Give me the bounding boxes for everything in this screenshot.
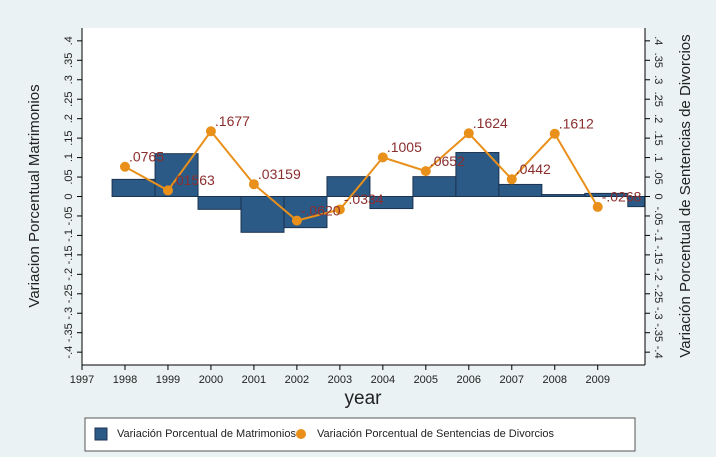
point xyxy=(549,128,560,139)
y-tick-label: .05 xyxy=(63,169,75,184)
bar xyxy=(111,178,156,197)
data-label: .1005 xyxy=(387,139,422,155)
y2-tick-label: .35 xyxy=(652,53,664,68)
y-tick-label: -.3 xyxy=(63,307,75,320)
point xyxy=(119,161,130,172)
legend-label: Variación Porcentual de Sentencias de Di… xyxy=(317,428,555,440)
x-tick-label: 1999 xyxy=(156,374,180,386)
point xyxy=(377,152,388,163)
y-tick-label: -.35 xyxy=(63,323,75,342)
y2-tick-label: 0 xyxy=(652,193,664,199)
y-tick-label: -.2 xyxy=(63,268,75,281)
bar xyxy=(455,152,500,198)
bar xyxy=(197,196,242,210)
data-label: .1612 xyxy=(559,115,594,131)
y-tick-label: .2 xyxy=(63,114,75,123)
point xyxy=(248,179,259,190)
legend-swatch xyxy=(94,427,108,441)
y-tick-label: -.05 xyxy=(63,206,75,225)
y2-tick-label: -.3 xyxy=(652,307,664,320)
y-tick-label: .3 xyxy=(63,75,75,84)
y2-tick-label: .25 xyxy=(652,92,664,107)
x-tick-label: 1998 xyxy=(113,374,137,386)
bar xyxy=(369,196,414,210)
x-tick-label: 2009 xyxy=(585,374,609,386)
bar xyxy=(154,153,199,198)
bar xyxy=(412,176,457,197)
point xyxy=(205,126,216,137)
x-tick-label: 2002 xyxy=(285,374,309,386)
bar xyxy=(498,183,543,198)
data-label: -.0268 xyxy=(602,189,642,205)
bar xyxy=(627,196,645,208)
y2-tick-label: -.2 xyxy=(652,268,664,281)
y2-tick-label: .05 xyxy=(652,169,664,184)
y2-tick-label: -.1 xyxy=(652,229,664,242)
y-axis-title: Variacion Porcentual Matrimonios xyxy=(26,84,43,307)
data-label: .1677 xyxy=(215,113,250,129)
y2-tick-label: -.05 xyxy=(652,206,664,225)
y-tick-label: .35 xyxy=(63,53,75,68)
y-tick-label: -.15 xyxy=(63,245,75,264)
y-tick-label: .4 xyxy=(63,36,75,45)
point xyxy=(506,174,517,185)
y-tick-label: -.4 xyxy=(63,346,75,359)
bar xyxy=(326,176,371,197)
point xyxy=(162,185,173,196)
y-tick-label: 0 xyxy=(63,193,75,199)
x-tick-label: 2001 xyxy=(242,374,266,386)
y-tick-label: -.25 xyxy=(63,284,75,303)
x-axis-title: year xyxy=(345,388,383,409)
legend-swatch xyxy=(296,429,306,439)
data-label: -.0620 xyxy=(301,202,341,218)
point xyxy=(291,215,302,226)
y-tick-label: .15 xyxy=(63,130,75,145)
y2-tick-label: -.35 xyxy=(652,323,664,342)
y-tick-label: .25 xyxy=(63,92,75,107)
bar xyxy=(240,196,285,233)
data-label: -.0334 xyxy=(344,191,384,207)
x-tick-label: 2000 xyxy=(199,374,223,386)
bar xyxy=(584,192,629,198)
point xyxy=(463,128,474,139)
y2-tick-label: .4 xyxy=(652,36,664,45)
data-label: .0765 xyxy=(129,148,164,164)
x-tick-label: 2006 xyxy=(457,374,481,386)
y2-tick-label: .2 xyxy=(652,114,664,123)
y2-tick-label: -.15 xyxy=(652,245,664,264)
y2-tick-label: .15 xyxy=(652,130,664,145)
y-tick-label: .1 xyxy=(63,153,75,162)
legend xyxy=(84,417,636,452)
x-tick-label: 2005 xyxy=(414,374,438,386)
y2-tick-label: -.25 xyxy=(652,284,664,303)
line xyxy=(124,129,599,222)
y2-axis-title: Variación Porcentual de Sentencias de Di… xyxy=(677,34,694,357)
x-tick-label: 2004 xyxy=(371,374,395,386)
data-label: .01563 xyxy=(172,172,215,188)
bar xyxy=(541,194,586,198)
y-tick-label: -.1 xyxy=(63,229,75,242)
x-tick-label: 1997 xyxy=(70,374,94,386)
x-tick-label: 2007 xyxy=(500,374,524,386)
x-tick-label: 2008 xyxy=(543,374,567,386)
x-tick-label: 2003 xyxy=(328,374,352,386)
data-label: .1624 xyxy=(473,115,508,131)
data-label: .03159 xyxy=(258,166,301,182)
data-label: .0442 xyxy=(516,161,551,177)
point xyxy=(592,201,603,212)
legend-label: Variación Porcentual de Matrimonios xyxy=(117,428,296,440)
y2-tick-label: -.4 xyxy=(652,346,664,359)
point xyxy=(420,166,431,177)
y2-tick-label: .1 xyxy=(652,153,664,162)
point xyxy=(334,204,345,215)
y2-tick-label: .3 xyxy=(652,75,664,84)
data-label: .0652 xyxy=(430,153,465,169)
